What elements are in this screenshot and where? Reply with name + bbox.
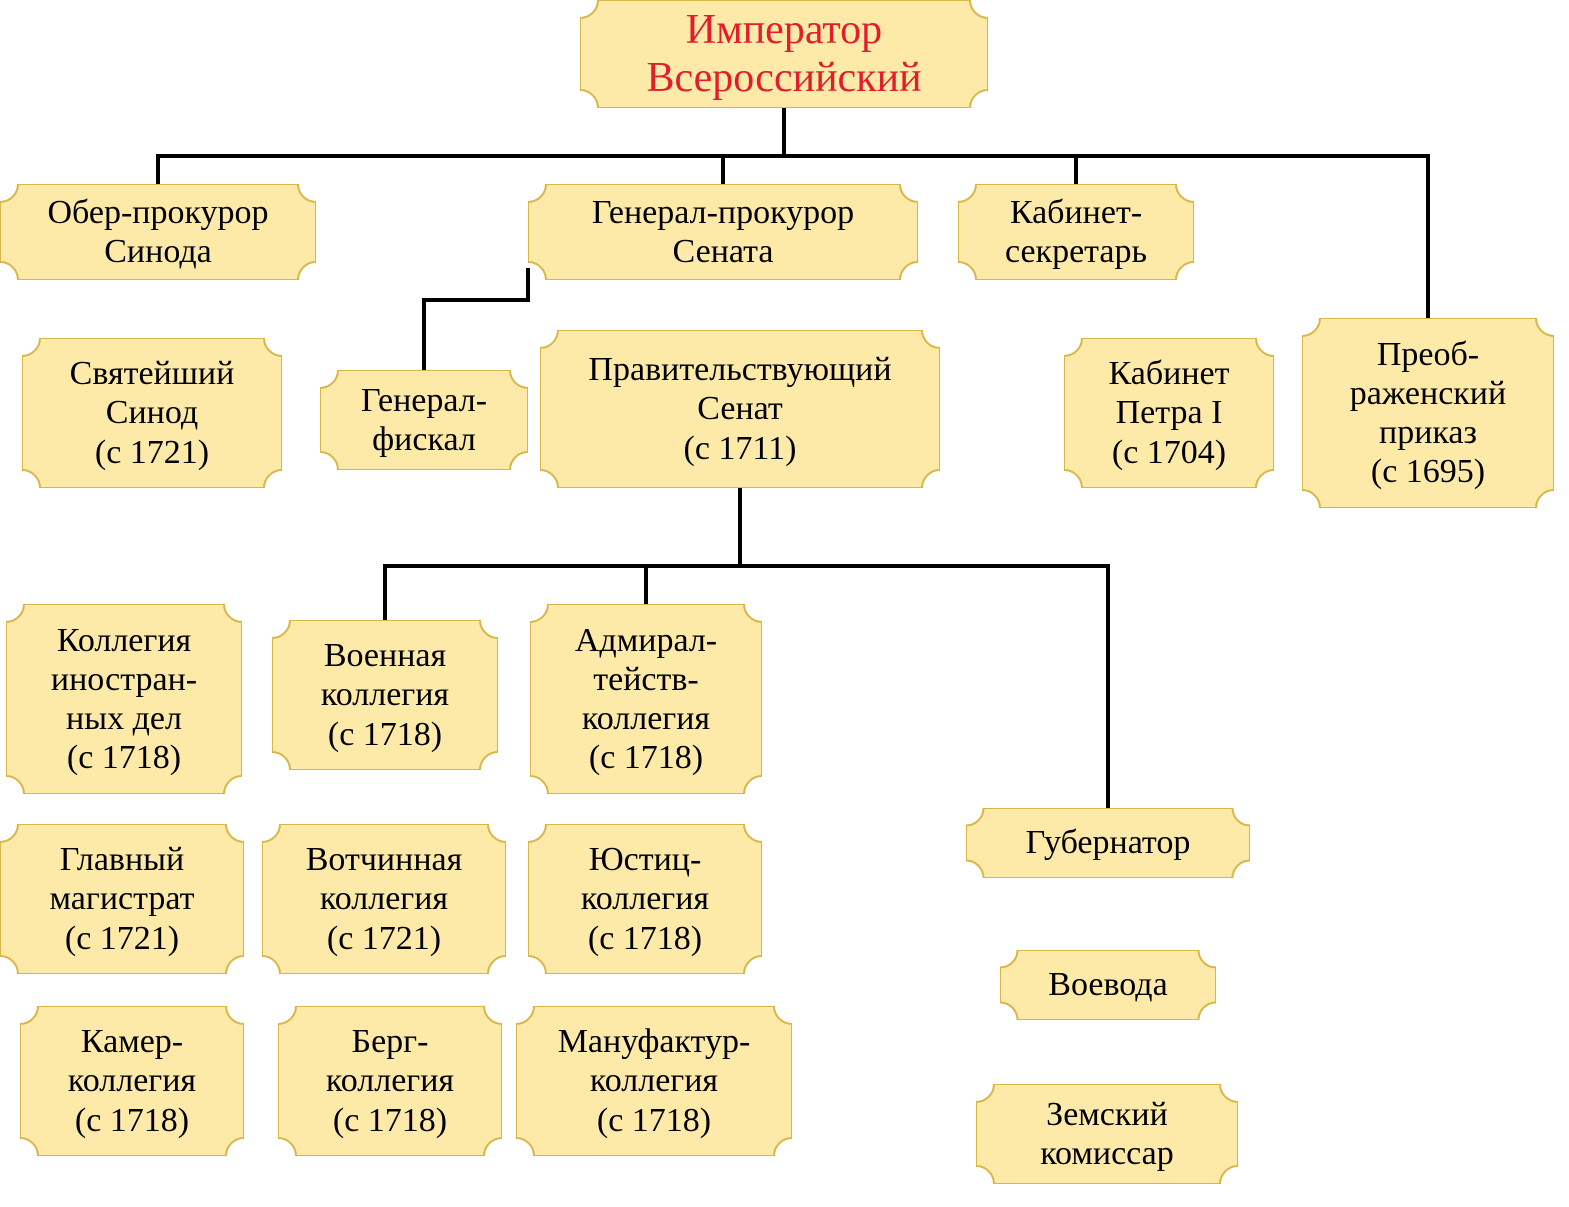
node-genfis: Генерал-фискал — [320, 370, 528, 470]
node-admir-line: тейств- — [593, 660, 698, 699]
node-manuf-line: коллегия — [590, 1061, 718, 1100]
node-votch-line: (с 1721) — [327, 919, 441, 958]
node-genprok-line: Генерал-прокурор — [592, 193, 854, 232]
node-sinod-line: (с 1721) — [95, 433, 209, 472]
node-genfis-line: Генерал- — [361, 381, 487, 420]
node-kabinet-line: Петра I — [1116, 393, 1223, 432]
node-zemk-line: Земский — [1046, 1095, 1168, 1134]
node-admir-line: коллегия — [582, 699, 710, 738]
node-voen: Военнаяколлегия(с 1718) — [272, 620, 498, 770]
org-chart: ИмператорВсероссийскийОбер-прокурорСинод… — [0, 0, 1569, 1207]
node-ober: Обер-прокурорСинода — [0, 184, 316, 280]
node-kabsec: Кабинет-секретарь — [958, 184, 1194, 280]
node-root-line: Всероссийский — [646, 54, 921, 102]
node-kamer-line: Камер- — [81, 1022, 183, 1061]
node-admir: Адмирал-тейств-коллегия(с 1718) — [530, 604, 762, 794]
node-kamer-line: коллегия — [68, 1061, 196, 1100]
node-senat-line: Правительствующий — [588, 350, 891, 389]
node-votch-line: коллегия — [320, 879, 448, 918]
node-just: Юстиц-коллегия(с 1718) — [528, 824, 762, 974]
node-ober-line: Синода — [104, 232, 211, 271]
node-gub: Губернатор — [966, 808, 1250, 878]
node-preob-line: Преоб- — [1377, 335, 1479, 374]
node-sinod-line: Святейший — [70, 354, 235, 393]
node-kabsec-line: секретарь — [1005, 232, 1147, 271]
node-gub-line: Губернатор — [1026, 823, 1191, 862]
node-voen-line: Военная — [324, 636, 446, 675]
node-kamer: Камер-коллегия(с 1718) — [20, 1006, 244, 1156]
node-magistr: Главныймагистрат(с 1721) — [0, 824, 244, 974]
node-just-line: коллегия — [581, 879, 709, 918]
node-just-line: Юстиц- — [589, 840, 702, 879]
node-berg-line: Берг- — [352, 1022, 429, 1061]
node-voev-line: Воевода — [1048, 965, 1167, 1004]
node-admir-line: Адмирал- — [575, 621, 717, 660]
node-voen-line: коллегия — [321, 675, 449, 714]
node-preob-line: приказ — [1379, 413, 1477, 452]
node-voev: Воевода — [1000, 950, 1216, 1020]
node-votch-line: Вотчинная — [306, 840, 463, 879]
node-zemk: Земскийкомиссар — [976, 1084, 1238, 1184]
node-sinod: СвятейшийСинод(с 1721) — [22, 338, 282, 488]
node-sinod-line: Синод — [106, 393, 198, 432]
node-kolin-line: ных дел — [66, 699, 182, 738]
node-kabinet: КабинетПетра I(с 1704) — [1064, 338, 1274, 488]
node-preob-line: (с 1695) — [1371, 452, 1485, 491]
node-admir-line: (с 1718) — [589, 738, 703, 777]
node-votch: Вотчиннаяколлегия(с 1721) — [262, 824, 506, 974]
node-genprok: Генерал-прокурорСената — [528, 184, 918, 280]
node-senat: ПравительствующийСенат(с 1711) — [540, 330, 940, 488]
node-preob-line: раженский — [1350, 374, 1506, 413]
node-ober-line: Обер-прокурор — [47, 193, 268, 232]
node-kolin-line: (с 1718) — [67, 738, 181, 777]
node-manuf: Мануфактур-коллегия(с 1718) — [516, 1006, 792, 1156]
node-kamer-line: (с 1718) — [75, 1101, 189, 1140]
node-senat-line: (с 1711) — [684, 429, 797, 468]
node-preob: Преоб-раженскийприказ(с 1695) — [1302, 318, 1554, 508]
node-magistr-line: (с 1721) — [65, 919, 179, 958]
node-kabinet-line: (с 1704) — [1112, 433, 1226, 472]
node-root: ИмператорВсероссийский — [580, 0, 988, 108]
node-zemk-line: комиссар — [1040, 1134, 1174, 1173]
node-kabsec-line: Кабинет- — [1010, 193, 1142, 232]
node-kolin-line: Коллегия — [57, 621, 191, 660]
node-manuf-line: (с 1718) — [597, 1101, 711, 1140]
node-kolin-line: иностран- — [51, 660, 197, 699]
node-kolin: Коллегияиностран-ных дел(с 1718) — [6, 604, 242, 794]
node-magistr-line: магистрат — [50, 879, 195, 918]
node-magistr-line: Главный — [60, 840, 184, 879]
node-berg: Берг-коллегия(с 1718) — [278, 1006, 502, 1156]
node-genprok-line: Сената — [673, 232, 774, 271]
node-root-line: Император — [686, 6, 882, 54]
node-berg-line: (с 1718) — [333, 1101, 447, 1140]
node-manuf-line: Мануфактур- — [558, 1022, 751, 1061]
node-just-line: (с 1718) — [588, 919, 702, 958]
node-kabinet-line: Кабинет — [1109, 354, 1230, 393]
node-berg-line: коллегия — [326, 1061, 454, 1100]
node-senat-line: Сенат — [697, 389, 782, 428]
node-voen-line: (с 1718) — [328, 715, 442, 754]
node-genfis-line: фискал — [372, 420, 476, 459]
